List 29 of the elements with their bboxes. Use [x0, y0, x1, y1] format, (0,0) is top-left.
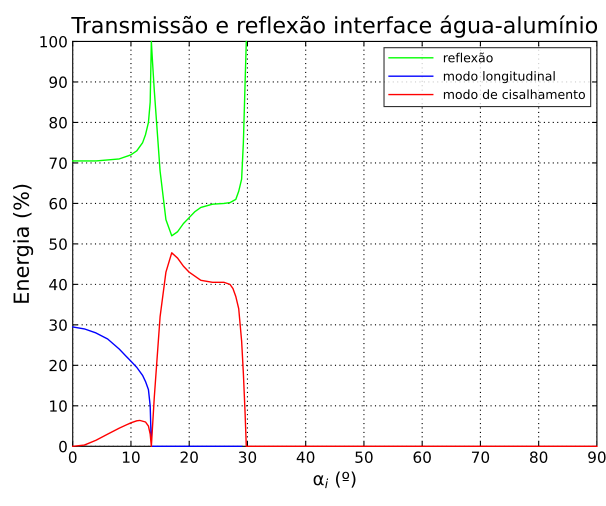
y-axis-title: Energia (%): [12, 184, 34, 303]
y-tick-label: 0: [59, 440, 67, 452]
x-tick-label: 10: [122, 451, 140, 463]
x-tick-label: 20: [180, 451, 198, 463]
x-tick-label: 90: [588, 451, 606, 463]
y-tick-label: 60: [49, 198, 67, 210]
legend-label: modo de cisalhamento: [444, 89, 585, 100]
y-tick-label: 70: [50, 157, 67, 169]
legend-label: reflexão: [444, 52, 493, 62]
x-tick-label: 60: [414, 451, 431, 463]
y-tick-label: 50: [50, 238, 67, 250]
y-tick-label: 80: [49, 116, 67, 128]
y-tick-label: 20: [50, 360, 67, 372]
x-tick-label: 30: [238, 451, 256, 463]
x-tick-label: 70: [472, 451, 490, 463]
x-tick-label: 50: [355, 451, 373, 463]
legend-label: modo longitudinal: [444, 71, 555, 84]
x-axis-title: α$_{i}$ (º): [314, 471, 356, 488]
y-tick-label: 30: [50, 319, 67, 331]
y-tick-label: 10: [50, 400, 67, 412]
line-series: [72, 326, 242, 447]
y-tick-label: 40: [49, 278, 67, 290]
y-tick-label: 90: [49, 76, 67, 88]
line-series: [72, 40, 247, 236]
chart-title: Transmissão e reflexão interface água-alumínio: [71, 15, 598, 38]
x-tick-label: 40: [296, 451, 314, 463]
x-tick-label: 80: [530, 451, 548, 463]
y-tick-label: 100: [40, 36, 67, 48]
x-tick-label: 0: [68, 451, 77, 463]
